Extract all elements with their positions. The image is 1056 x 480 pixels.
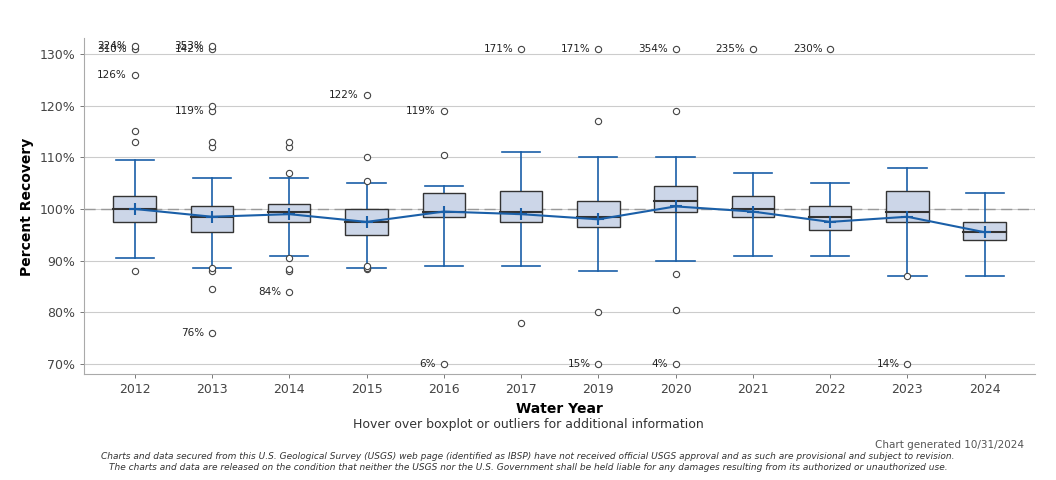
- Bar: [268, 204, 310, 222]
- Text: Chart generated 10/31/2024: Chart generated 10/31/2024: [875, 441, 1024, 450]
- Bar: [422, 193, 465, 217]
- Text: Hover over boxplot or outliers for additional information: Hover over boxplot or outliers for addit…: [353, 418, 703, 432]
- Text: 15%: 15%: [567, 359, 590, 369]
- Text: 14%: 14%: [876, 359, 900, 369]
- Text: 4%: 4%: [652, 359, 667, 369]
- Text: 354%: 354%: [638, 44, 667, 54]
- Text: 76%: 76%: [182, 328, 204, 338]
- Text: 126%: 126%: [97, 70, 127, 80]
- Bar: [499, 191, 543, 222]
- Text: 310%: 310%: [97, 44, 127, 54]
- Text: 353%: 353%: [174, 41, 204, 51]
- Bar: [886, 191, 928, 222]
- Text: 142%: 142%: [174, 44, 204, 54]
- Text: 224%: 224%: [97, 41, 127, 51]
- Text: 6%: 6%: [419, 359, 436, 369]
- Bar: [963, 222, 1006, 240]
- Text: 119%: 119%: [407, 106, 436, 116]
- Y-axis label: Percent Recovery: Percent Recovery: [20, 137, 34, 276]
- Text: 171%: 171%: [561, 44, 590, 54]
- Text: 84%: 84%: [259, 287, 282, 297]
- Bar: [113, 196, 156, 222]
- Bar: [345, 209, 388, 235]
- Text: 235%: 235%: [715, 44, 746, 54]
- Bar: [732, 196, 774, 217]
- Text: 122%: 122%: [329, 90, 359, 100]
- Text: 230%: 230%: [793, 44, 823, 54]
- Bar: [577, 201, 620, 227]
- Text: 171%: 171%: [484, 44, 513, 54]
- Bar: [655, 186, 697, 212]
- Bar: [191, 206, 233, 232]
- X-axis label: Water Year: Water Year: [516, 402, 603, 416]
- Text: 119%: 119%: [174, 106, 204, 116]
- Bar: [809, 206, 851, 229]
- Text: Charts and data secured from this U.S. Geological Survey (USGS) web page (identi: Charts and data secured from this U.S. G…: [101, 453, 955, 461]
- Text: The charts and data are released on the condition that neither the USGS nor the : The charts and data are released on the …: [109, 464, 947, 472]
